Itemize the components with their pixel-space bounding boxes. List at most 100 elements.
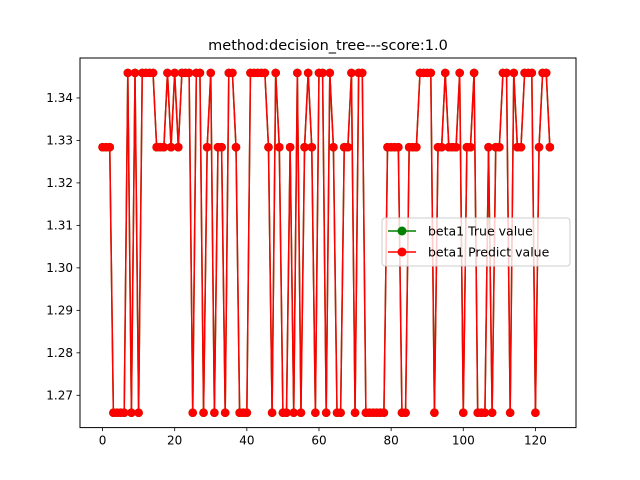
series-1-point	[300, 142, 309, 152]
y-tick-label: 1.33	[46, 134, 73, 148]
series-1-point	[394, 142, 403, 152]
series-1-point	[228, 68, 237, 78]
x-tick-label: 100	[452, 434, 475, 448]
series-1-point	[430, 408, 439, 418]
series-1-point	[123, 68, 133, 78]
series-1-point	[466, 142, 475, 152]
series-1-point	[188, 408, 198, 418]
series-1-point	[296, 408, 306, 418]
series-1-point	[184, 68, 194, 78]
series-1-point	[210, 408, 219, 418]
axes-frame	[79, 57, 577, 429]
series-1-point	[199, 408, 208, 418]
series-1-point	[545, 142, 555, 152]
series-1-point	[343, 142, 353, 152]
series-1-point	[379, 408, 389, 418]
series-1-point	[412, 142, 421, 152]
series-1-point	[134, 408, 143, 418]
series-1-point	[495, 142, 504, 152]
series-1-point	[267, 408, 277, 418]
y-tick-label: 1.32	[46, 176, 73, 190]
series-1-point	[347, 68, 356, 78]
x-tick-label: 20	[167, 434, 182, 448]
series-1-point	[318, 68, 327, 78]
series-1-point	[264, 142, 273, 152]
series-1-point	[350, 408, 360, 418]
series-1-point	[401, 408, 410, 418]
series-1-point	[282, 408, 291, 418]
x-tick-label: 80	[383, 434, 398, 448]
series-1-point	[159, 142, 169, 152]
series-1-point	[516, 142, 526, 152]
series-layer	[98, 68, 555, 418]
series-1-point	[321, 408, 331, 418]
series-1-point	[260, 68, 270, 78]
series-1-point	[130, 68, 140, 78]
series-1-point	[231, 142, 241, 152]
series-1-point	[285, 142, 295, 152]
plot-area	[79, 57, 577, 429]
series-1-point	[455, 68, 464, 78]
legend: beta1 True value beta1 Predict value	[381, 217, 571, 267]
series-1-point	[275, 142, 284, 152]
series-1-point	[480, 408, 490, 418]
series-1-point	[505, 408, 515, 418]
series-1-point	[311, 408, 320, 418]
series-1-point	[509, 68, 519, 78]
x-tick-label: 0	[99, 434, 107, 448]
series-1-point	[336, 408, 345, 418]
y-tick-label: 1.31	[46, 219, 73, 233]
legend-marker-true	[397, 226, 407, 236]
x-tick-label: 60	[311, 434, 326, 448]
series-1-point	[127, 408, 136, 418]
x-tick-label: 40	[239, 434, 254, 448]
series-1-point	[502, 68, 511, 78]
y-tick-label: 1.34	[46, 91, 73, 105]
series-1-point	[527, 68, 537, 78]
legend-box	[381, 217, 571, 267]
series-1-point	[357, 68, 367, 78]
series-1-point	[220, 408, 230, 418]
series-1-point	[534, 142, 544, 152]
series-1-point	[426, 68, 436, 78]
series-1-point	[174, 142, 183, 152]
series-1-point	[271, 68, 280, 78]
series-1-point	[195, 68, 205, 78]
legend-label-true: beta1 True value	[428, 224, 533, 239]
series-1-point	[469, 68, 479, 78]
y-tick-label: 1.30	[46, 261, 73, 275]
legend-marker-predict	[397, 247, 407, 257]
series-1-point	[242, 408, 252, 418]
y-tick-label: 1.28	[46, 346, 73, 360]
series-1-point	[437, 142, 446, 152]
series-1-point	[148, 68, 158, 78]
y-tick-label: 1.27	[46, 389, 73, 403]
y-tick-label: 1.29	[46, 304, 73, 318]
series-1-point	[451, 142, 461, 152]
series-1-point	[119, 408, 129, 418]
series-1-point	[303, 68, 313, 78]
series-1-point	[329, 142, 338, 152]
y-axis: 1.27 1.28 1.29 1.30 1.31 1.32 1.33 1.34	[46, 91, 80, 403]
series-1-point	[289, 408, 299, 418]
series-1-point	[170, 68, 179, 78]
series-1-point	[307, 142, 317, 152]
series-1-point	[202, 142, 212, 152]
series-1-point	[484, 142, 493, 152]
x-axis: 0 20 40 60 80 100 120	[99, 427, 547, 448]
series-1-point	[458, 408, 468, 418]
series-1-point	[163, 68, 172, 78]
chart-title: method:decision_tree---score:1.0	[208, 38, 448, 54]
series-1-point	[206, 68, 216, 78]
series-1-point	[217, 142, 226, 152]
series-1-point	[487, 408, 497, 418]
series-1-point	[105, 142, 115, 152]
series-1-point	[541, 68, 551, 78]
series-1-point	[293, 68, 302, 78]
series-1-point	[166, 142, 176, 152]
series-1-point	[531, 408, 540, 418]
series-1-point	[440, 68, 450, 78]
series-1-point	[325, 68, 335, 78]
x-tick-label: 120	[524, 434, 547, 448]
